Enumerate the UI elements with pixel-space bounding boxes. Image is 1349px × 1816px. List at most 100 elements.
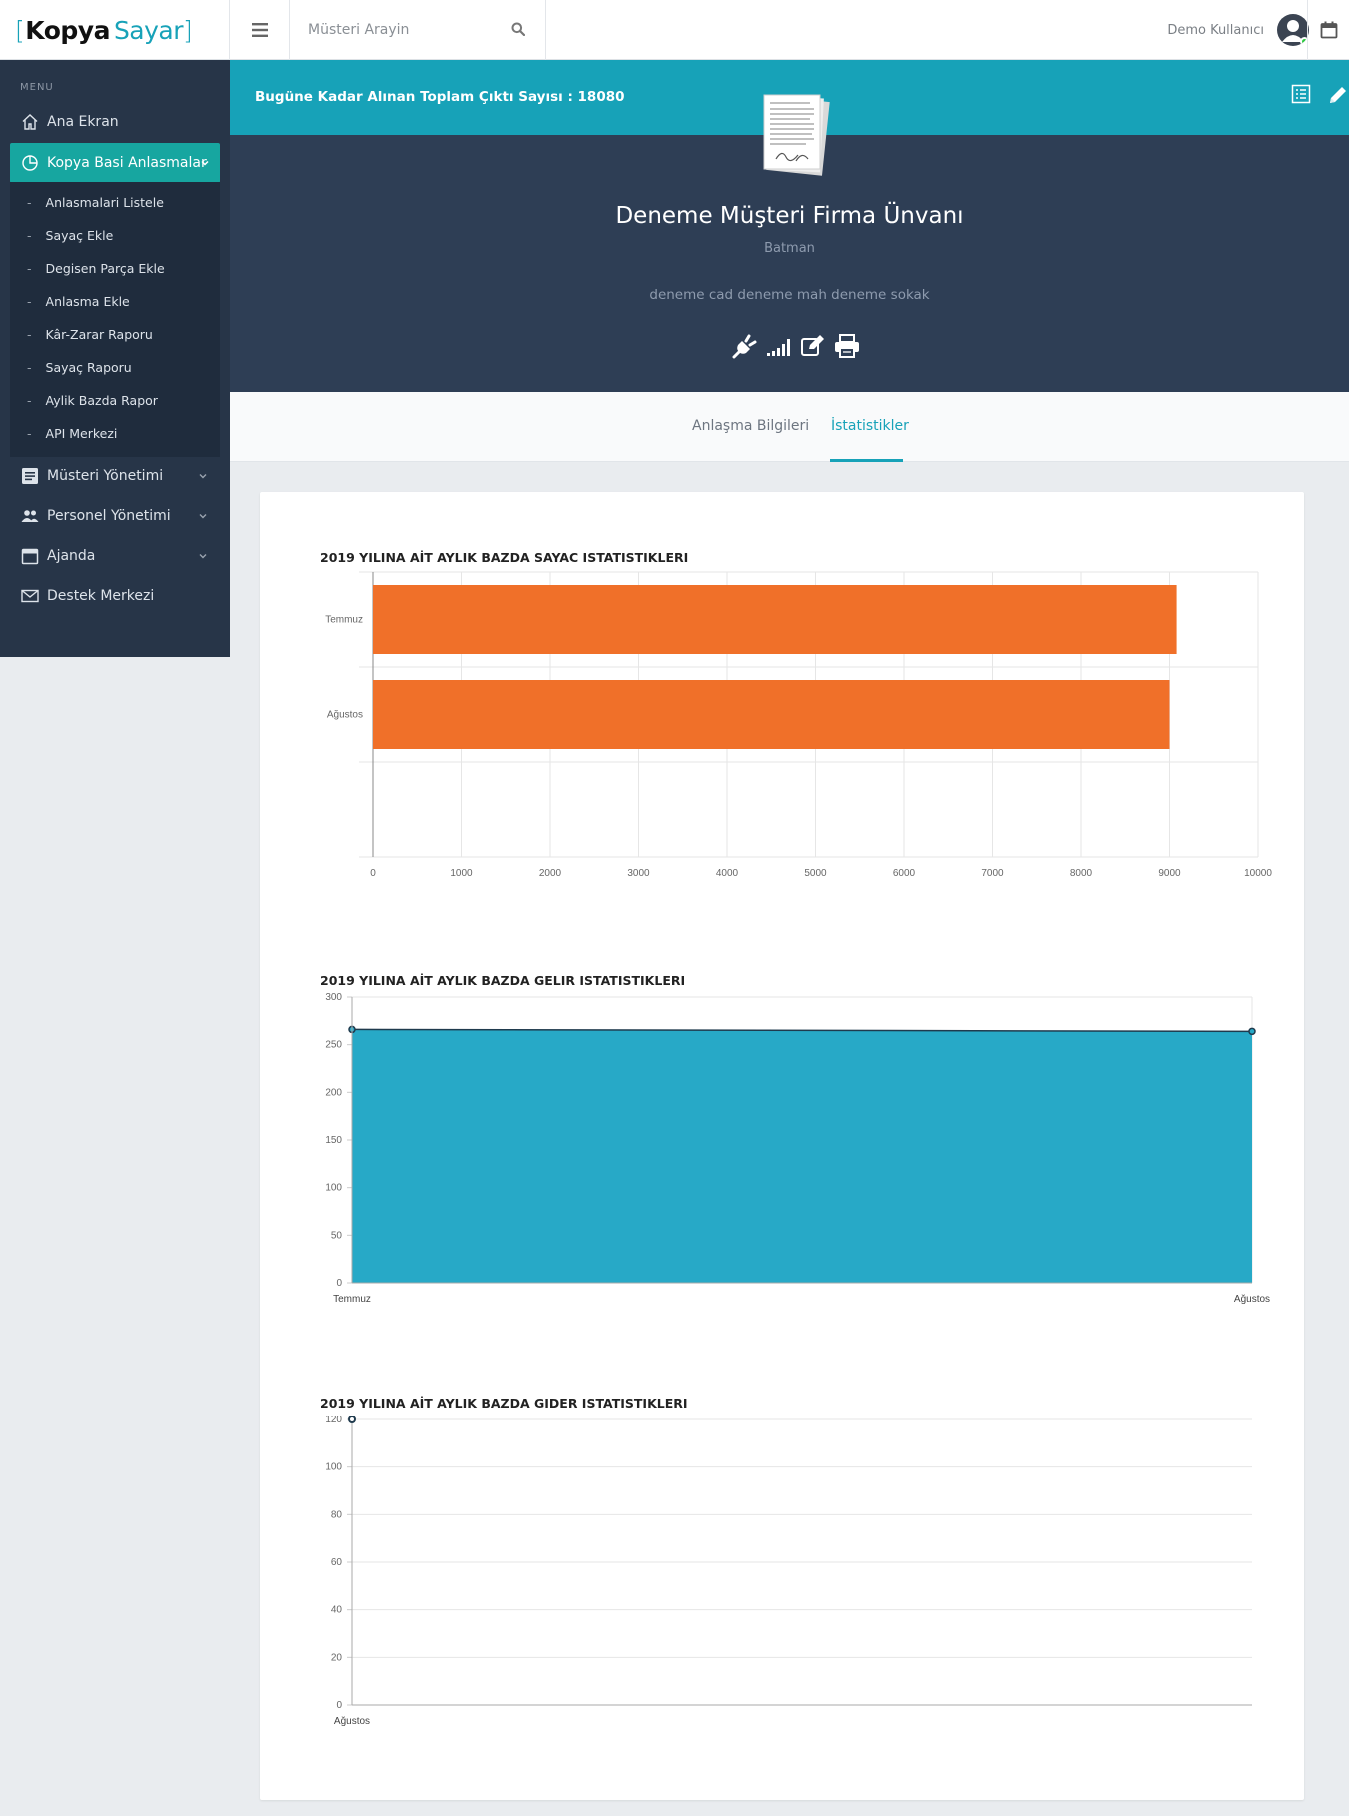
sidebar-toggle-button[interactable]: [230, 0, 290, 60]
company-city: Batman: [764, 241, 815, 256]
total-output-text: Bugüne Kadar Alınan Toplam Çıktı Sayısı …: [255, 89, 625, 105]
chevron-down-icon: [199, 554, 207, 559]
y-tick-label: 0: [336, 1700, 342, 1711]
edit-icon[interactable]: [800, 334, 826, 358]
tab-bar: Anlaşma Bilgileri İstatistikler: [230, 392, 1349, 462]
list-icon: [20, 467, 40, 485]
sidebar-item-ajanda[interactable]: Ajanda: [10, 536, 220, 576]
sayac-bar-chart: 0 1000 2000 3000 4000 5000 6000 7000 8000 9000 100…: [325, 571, 1272, 879]
sidebar-item-musteri-yonetimi[interactable]: Müsteri Yönetimi: [10, 456, 220, 496]
x-tick-label: Temmuz: [333, 1294, 371, 1305]
customer-search: [290, 0, 546, 60]
profile-actions: [732, 333, 860, 359]
x-tick-label: 1000: [450, 868, 473, 879]
printer-icon[interactable]: [834, 334, 860, 358]
chevron-down-icon: [201, 160, 209, 166]
sidebar-item-kopya-basi-anlasmalar[interactable]: Kopya Basi Anlasmalar: [10, 143, 220, 183]
submenu-item-degisen-parca-ekle[interactable]: - Degisen Parça Ekle: [27, 261, 165, 276]
submenu-item-anlasma-ekle[interactable]: - Anlasma Ekle: [27, 294, 130, 309]
calendar-icon: [20, 547, 40, 565]
area-fill: [352, 1029, 1252, 1283]
sidebar-item-ana-ekran[interactable]: Ana Ekran: [10, 102, 220, 142]
data-point: [348, 1416, 356, 1423]
x-tick-label: 2000: [539, 868, 562, 879]
sidebar-item-label: Müsteri Yönetimi: [47, 468, 164, 484]
y-tick-label: Ağustos: [327, 710, 363, 721]
tab-istatistikler[interactable]: İstatistikler: [831, 418, 909, 434]
search-icon[interactable]: [511, 22, 525, 36]
search-input[interactable]: [308, 22, 498, 38]
y-tick-label: 300: [325, 992, 342, 1003]
envelope-icon: [20, 587, 40, 605]
submenu-item-sayac-ekle[interactable]: - Sayaç Ekle: [27, 228, 114, 243]
x-tick-label: 7000: [981, 868, 1004, 879]
x-tick-label: 0: [370, 868, 376, 879]
x-tick-label: Ağustos: [334, 1716, 370, 1727]
calendar-icon: [1320, 21, 1337, 39]
y-tick-label: 60: [331, 1557, 343, 1568]
sidebar-item-label: Kopya Basi Anlasmalar: [47, 155, 207, 171]
x-tick-label: 10000: [1244, 868, 1272, 879]
chart-title-gider: 2019 YILINA AİT AYLIK BAZDA GIDER ISTATI…: [320, 1396, 688, 1411]
gider-line-chart: 0 20 40 60 80 100 120 Ağustos: [325, 1416, 1252, 1727]
chart-title-sayac: 2019 YILINA AİT AYLIK BAZDA SAYAC ISTATI…: [320, 550, 689, 565]
chevron-down-icon: [199, 514, 207, 519]
active-tab-indicator: [830, 459, 903, 462]
y-tick-label: 50: [331, 1230, 343, 1241]
data-point: [1248, 1027, 1256, 1036]
tab-anlasma-bilgileri[interactable]: Anlaşma Bilgileri: [692, 418, 810, 434]
submenu-item-anlasmalari-listele[interactable]: - Anlasmalari Listele: [27, 195, 164, 210]
submenu-item-aylik-bazda-rapor[interactable]: - Aylik Bazda Rapor: [27, 393, 158, 408]
chart-title-gelir: 2019 YILINA AİT AYLIK BAZDA GELIR ISTATI…: [320, 973, 686, 988]
logo[interactable]: [ Kopya Sayar ]: [0, 0, 230, 60]
chevron-down-icon: [199, 474, 207, 479]
online-status-dot: [1300, 37, 1309, 46]
plug-icon[interactable]: [732, 333, 758, 359]
menu-title: MENU: [20, 82, 54, 93]
customer-profile: Deneme Müşteri Firma Ünvanı Batman denem…: [230, 94, 1349, 392]
calendar-button[interactable]: [1307, 0, 1349, 60]
x-tick-label: 4000: [716, 868, 739, 879]
people-icon: [20, 507, 40, 525]
y-tick-label: 100: [325, 1462, 342, 1473]
company-address: deneme cad deneme mah deneme sokak: [649, 287, 930, 303]
user-icon: [1282, 20, 1304, 42]
pencil-icon[interactable]: [1327, 84, 1349, 106]
statistics-card: 2019 YILINA AİT AYLIK BAZDA SAYAC ISTATI…: [260, 492, 1304, 1800]
submenu-item-kar-zarar-raporu[interactable]: - Kâr-Zarar Raporu: [27, 327, 153, 342]
home-icon: [20, 113, 40, 131]
sidebar-item-label: Personel Yönetimi: [47, 508, 171, 524]
logo-text-sayar: Sayar: [113, 15, 184, 45]
series-line: [351, 1028, 1253, 1033]
top-bar: [ Kopya Sayar ] Demo Kullanıcı: [0, 0, 1349, 60]
banner-actions: [1291, 84, 1349, 106]
x-tick-label: 5000: [804, 868, 827, 879]
hamburger-icon: [251, 23, 268, 37]
signal-icon[interactable]: [766, 335, 792, 357]
y-tick-label: 40: [331, 1605, 343, 1616]
submenu-item-api-merkezi[interactable]: - API Merkezi: [27, 426, 118, 441]
submenu-item-sayac-raporu[interactable]: - Sayaç Raporu: [27, 360, 132, 375]
company-name: Deneme Müşteri Firma Ünvanı: [615, 203, 964, 229]
sidebar: MENU Ana Ekran Kopya Basi Anlasmalar - An…: [0, 60, 230, 657]
y-tick-label: 0: [336, 1278, 342, 1289]
y-tick-label: Temmuz: [325, 615, 363, 626]
sidebar-item-destek-merkezi[interactable]: Destek Merkezi: [10, 576, 220, 616]
y-tick-label: 80: [331, 1509, 343, 1520]
y-tick-label: 150: [325, 1135, 342, 1146]
y-tick-label: 120: [325, 1416, 342, 1425]
y-tick-label: 200: [325, 1087, 342, 1098]
y-tick-label: 20: [331, 1652, 343, 1663]
sidebar-item-personel-yonetimi[interactable]: Personel Yönetimi: [10, 496, 220, 536]
x-tick-label: 6000: [893, 868, 916, 879]
user-avatar[interactable]: [1277, 14, 1309, 46]
sidebar-item-label: Ana Ekran: [47, 114, 119, 130]
logo-bracket-left: [: [15, 15, 25, 45]
x-tick-label: 9000: [1158, 868, 1181, 879]
user-name[interactable]: Demo Kullanıcı: [1167, 22, 1264, 38]
x-tick-label: 8000: [1070, 868, 1093, 879]
logo-bracket-right: ]: [183, 15, 193, 45]
bar: [373, 680, 1170, 749]
chart-pie-icon: [20, 154, 40, 172]
list-view-icon[interactable]: [1291, 84, 1311, 104]
